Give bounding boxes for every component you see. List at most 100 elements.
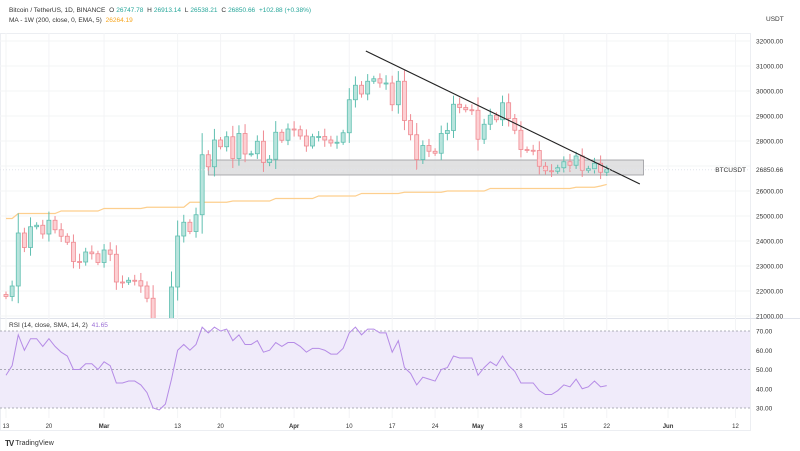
candle-body xyxy=(224,136,230,148)
candle-body xyxy=(144,285,150,299)
candle-body xyxy=(506,102,512,119)
candle xyxy=(132,274,138,286)
candle xyxy=(377,73,383,88)
candle-body xyxy=(3,294,9,297)
y-tick-label: 23000.00 xyxy=(756,264,783,271)
candle xyxy=(475,97,481,151)
candle xyxy=(291,121,297,137)
x-tick-label: Mar xyxy=(99,424,110,430)
candle-body xyxy=(543,165,548,172)
candle-body xyxy=(469,109,475,112)
candle-body xyxy=(530,149,536,152)
candle xyxy=(218,137,223,150)
candle xyxy=(543,162,548,175)
candle xyxy=(3,291,9,300)
candle-body xyxy=(316,136,322,138)
candle-body xyxy=(310,136,315,147)
candle xyxy=(261,130,266,172)
candle xyxy=(113,245,119,290)
candle xyxy=(518,121,524,158)
open-value: 26747.78 xyxy=(116,7,144,14)
candle-body xyxy=(21,232,27,248)
candle-body xyxy=(169,286,174,318)
candle-body xyxy=(592,162,597,170)
rsi-value: 41.65 xyxy=(91,322,108,329)
x-tick-label: 10 xyxy=(346,424,353,430)
high-label: H xyxy=(147,7,152,14)
candle xyxy=(248,150,254,157)
ma-line xyxy=(6,183,607,220)
candle-body xyxy=(58,229,64,237)
candle-body xyxy=(28,226,33,248)
candle-body xyxy=(561,161,567,169)
candle xyxy=(383,75,389,90)
candle xyxy=(21,227,27,253)
candle-body xyxy=(518,129,524,150)
candle-body xyxy=(126,279,131,283)
trendline xyxy=(365,50,641,185)
candle-body xyxy=(175,235,181,288)
candle xyxy=(9,280,15,302)
change-value: +102.88 (+0.38%) xyxy=(259,7,312,14)
candle-body xyxy=(291,128,297,131)
candle-body xyxy=(95,253,101,263)
candle-body xyxy=(395,80,401,106)
tradingview-logo[interactable]: TV TradingView xyxy=(5,439,54,448)
candle-body xyxy=(187,221,193,232)
candle-body xyxy=(101,249,107,263)
candle xyxy=(303,129,309,152)
candle-body xyxy=(236,133,242,159)
x-tick-label: 13 xyxy=(3,424,10,430)
candle-body xyxy=(83,251,89,263)
candle-body xyxy=(414,134,420,160)
candle-body xyxy=(242,133,248,155)
rsi-line xyxy=(5,326,607,411)
y-tick-label: 21000.00 xyxy=(756,314,783,321)
candle-body xyxy=(389,82,395,106)
candle xyxy=(469,104,475,115)
candle xyxy=(95,250,101,266)
last-price-symbol: BTCUSDT xyxy=(715,167,746,174)
candle-body xyxy=(199,154,205,216)
candle-body xyxy=(113,253,119,283)
candle-body xyxy=(218,139,223,148)
candle xyxy=(340,129,346,145)
candle xyxy=(126,277,131,285)
brand-name: TradingView xyxy=(15,440,54,447)
candle-body xyxy=(420,145,426,160)
x-tick-label: Jun xyxy=(663,424,674,430)
candle xyxy=(346,88,352,143)
candle-body xyxy=(248,153,254,156)
candle xyxy=(150,285,156,318)
y-tick-label: 30000.00 xyxy=(756,89,783,96)
candle xyxy=(506,93,512,127)
candle xyxy=(267,155,272,167)
candle-body xyxy=(353,84,358,101)
last-price-label: 26850.66 xyxy=(756,167,783,174)
candle-body xyxy=(579,155,585,171)
candle-body xyxy=(365,80,371,95)
x-tick-label: 20 xyxy=(217,424,224,430)
candle xyxy=(273,121,279,170)
candle-body xyxy=(500,102,505,121)
ma-label: MA - 1W (200, close, 0, EMA, 5) xyxy=(9,17,102,24)
candle xyxy=(438,125,444,161)
x-tick-label: 22 xyxy=(603,424,610,430)
x-tick-label: May xyxy=(472,424,484,430)
candle xyxy=(359,81,364,98)
symbol-legend: Bitcoin / TetherUS, 1D, BINANCE O 26747.7… xyxy=(9,7,313,14)
candle xyxy=(530,144,536,156)
candle xyxy=(144,281,150,303)
y-tick-label: 32000.00 xyxy=(756,39,783,46)
candle xyxy=(524,146,530,153)
candle-body xyxy=(303,135,309,147)
candle-body xyxy=(230,136,236,159)
candle-body xyxy=(34,224,40,228)
candle xyxy=(561,156,567,173)
candle xyxy=(414,123,420,170)
rsi-tick-label: 70.00 xyxy=(756,329,773,336)
candle xyxy=(224,131,230,152)
candle-body xyxy=(261,140,266,163)
candle xyxy=(181,214,187,243)
